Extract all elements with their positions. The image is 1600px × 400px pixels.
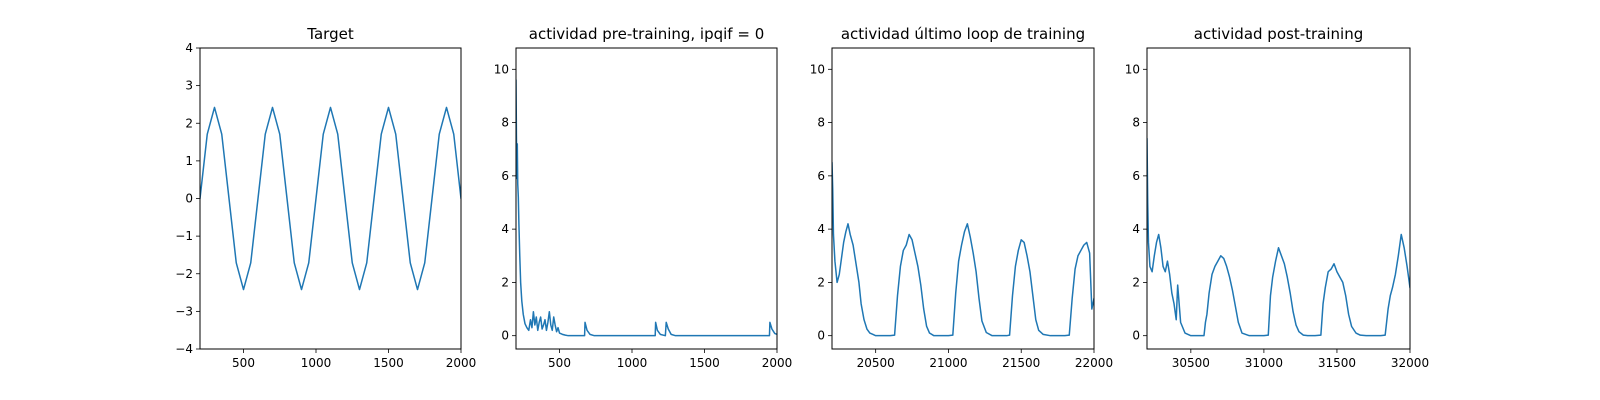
- x-tick-label: 21500: [1002, 356, 1040, 370]
- y-tick-label: 2: [817, 275, 825, 289]
- y-tick-label: 6: [817, 169, 825, 183]
- axes-frame: [1146, 47, 1411, 350]
- y-tick-label: 8: [817, 116, 825, 130]
- series-line: [200, 106, 461, 291]
- y-tick-label: 10: [494, 62, 509, 76]
- x-tick-label: 500: [548, 356, 571, 370]
- series-line: [1147, 137, 1410, 337]
- x-tick-label: 31500: [1318, 356, 1356, 370]
- y-tick-label: 3: [185, 79, 193, 93]
- x-tick-label: 500: [232, 356, 255, 370]
- y-tick-label: −4: [175, 342, 193, 356]
- y-tick-label: −1: [175, 229, 193, 243]
- plot-title: actividad último loop de training: [841, 25, 1085, 43]
- plot-title: Target: [306, 25, 354, 43]
- y-tick-label: 2: [1132, 275, 1140, 289]
- x-tick-label: 20500: [857, 356, 895, 370]
- subplot-4: actividad post-training 30500 31000 31500 32…: [1125, 25, 1429, 370]
- y-tick-label: 0: [817, 329, 825, 343]
- y-tick-label: 4: [817, 222, 825, 236]
- axes-frame: [831, 47, 1095, 350]
- y-tick-label: −2: [175, 267, 193, 281]
- series-line: [832, 161, 1094, 337]
- y-tick-label: 8: [501, 116, 509, 130]
- x-tick-label: 1000: [617, 356, 648, 370]
- x-tick-label: 1500: [373, 356, 404, 370]
- y-tick-label: 6: [1132, 169, 1140, 183]
- plot-title: actividad post-training: [1194, 25, 1363, 43]
- y-tick-label: 10: [810, 62, 825, 76]
- y-tick-label: 2: [501, 275, 509, 289]
- y-tick-label: −3: [175, 304, 193, 318]
- x-tick-label: 21000: [929, 356, 967, 370]
- series-line: [516, 79, 777, 337]
- y-tick-label: 0: [501, 329, 509, 343]
- y-tick-label: 4: [1132, 222, 1140, 236]
- plot-title: actividad pre-training, ipqif = 0: [529, 25, 765, 43]
- x-tick-label: 30500: [1172, 356, 1210, 370]
- x-tick-label: 31000: [1245, 356, 1283, 370]
- y-tick-label: 6: [501, 169, 509, 183]
- y-tick-label: 0: [185, 192, 193, 206]
- x-tick-label: 2000: [446, 356, 477, 370]
- x-tick-label: 22000: [1075, 356, 1113, 370]
- subplot-1: Target 500 1000 1500 2000 −4 −3 −2 −1 0 1 2 3 4: [175, 25, 476, 370]
- subplot-2: actividad pre-training, ipqif = 0 500 1000…: [494, 25, 793, 370]
- y-tick-label: 2: [185, 116, 193, 130]
- x-tick-label: 32000: [1391, 356, 1429, 370]
- x-tick-label: 1500: [689, 356, 720, 370]
- y-tick-label: 8: [1132, 116, 1140, 130]
- y-tick-label: 0: [1132, 329, 1140, 343]
- y-tick-label: 10: [1125, 62, 1140, 76]
- y-tick-label: 4: [501, 222, 509, 236]
- y-tick-label: 1: [185, 154, 193, 168]
- y-tick-label: 4: [185, 41, 193, 55]
- x-tick-label: 2000: [762, 356, 793, 370]
- axes-frame: [515, 47, 778, 350]
- x-tick-label: 1000: [301, 356, 332, 370]
